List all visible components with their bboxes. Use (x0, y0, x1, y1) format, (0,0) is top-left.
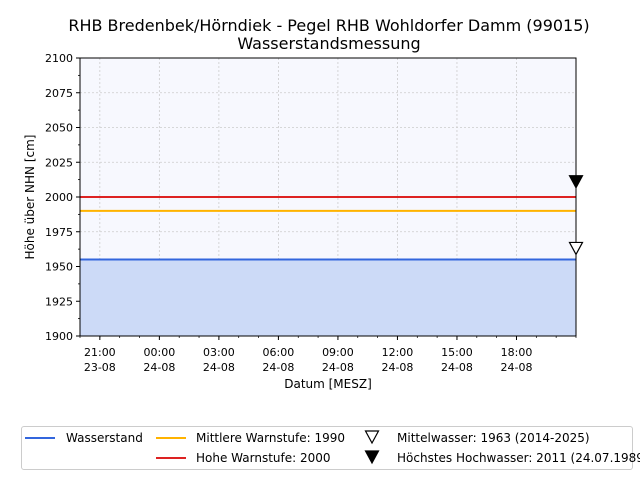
y-axis: 1900 1925 1950 1975 2000 2025 2050 2075 2100 (45, 52, 80, 343)
chart-subtitle: Wasserstandsmessung (237, 34, 420, 53)
x-tick-time-label: 18:00 (501, 346, 533, 359)
series-area-0 (80, 259, 576, 336)
legend-label-hohe-warnstufe: Hohe Warnstufe: 2000 (196, 451, 331, 465)
legend-swatch-wasserstand (25, 437, 55, 439)
y-tick-label: 1950 (45, 261, 73, 274)
x-tick-date-label: 24-08 (381, 361, 413, 374)
x-tick-time-label: 03:00 (203, 346, 235, 359)
x-tick-date-label: 24-08 (143, 361, 175, 374)
x-tick-time-label: 09:00 (322, 346, 354, 359)
x-tick-date-label: 23-08 (84, 361, 116, 374)
legend-mittelwasser-icon (364, 430, 380, 445)
marker-layer (568, 175, 584, 256)
marker-mittelwasser (568, 241, 584, 256)
x-tick-date-label: 24-08 (500, 361, 532, 374)
x-tick-time-label: 12:00 (382, 346, 414, 359)
x-tick-date-label: 24-08 (262, 361, 294, 374)
series-layer (80, 196, 576, 336)
legend-swatch-hohe-warnstufe (156, 457, 186, 459)
x-tick-time-label: 15:00 (441, 346, 473, 359)
x-tick-time-label: 21:00 (84, 346, 116, 359)
x-axis: 21:00 23-08 00:00 24-08 03:00 24-08 06:00 24-08… (79, 336, 577, 374)
x-tick-date-label: 24-08 (322, 361, 354, 374)
x-axis-label: Datum [MESZ] (284, 377, 372, 391)
chart-title: RHB Bredenbek/Hörndiek - Pegel RHB Wohld… (68, 16, 589, 35)
x-tick-date-label: 24-08 (203, 361, 235, 374)
y-tick-label: 2100 (45, 52, 73, 65)
y-tick-label: 2075 (45, 87, 73, 100)
y-tick-label: 1925 (45, 295, 73, 308)
x-tick-time-label: 00:00 (144, 346, 176, 359)
legend-swatch-mittlere-warnstufe (156, 437, 186, 439)
legend: Wasserstand Mittlere Warnstufe: 1990 Hoh… (21, 426, 640, 470)
x-tick-time-label: 06:00 (263, 346, 295, 359)
legend-label-wasserstand: Wasserstand (66, 431, 143, 445)
y-tick-label: 1900 (45, 330, 73, 343)
y-tick-label: 2000 (45, 191, 73, 204)
x-tick-date-label: 24-08 (441, 361, 473, 374)
legend-label-mittelwasser: Mittelwasser: 1963 (2014-2025) (397, 431, 590, 445)
marker-hoechstes-hochwasser (568, 175, 584, 189)
legend-hoechstes-hochwasser-icon (364, 450, 380, 465)
legend-label-mittlere-warnstufe: Mittlere Warnstufe: 1990 (196, 431, 346, 445)
y-tick-label: 2025 (45, 156, 73, 169)
y-tick-label: 2050 (45, 122, 73, 135)
y-axis-label: Höhe über NHN [cm] (23, 135, 37, 260)
legend-label-hoechstes-hochwasser: Höchstes Hochwasser: 2011 (24.07.1989) (397, 451, 640, 465)
y-tick-label: 1975 (45, 226, 73, 239)
